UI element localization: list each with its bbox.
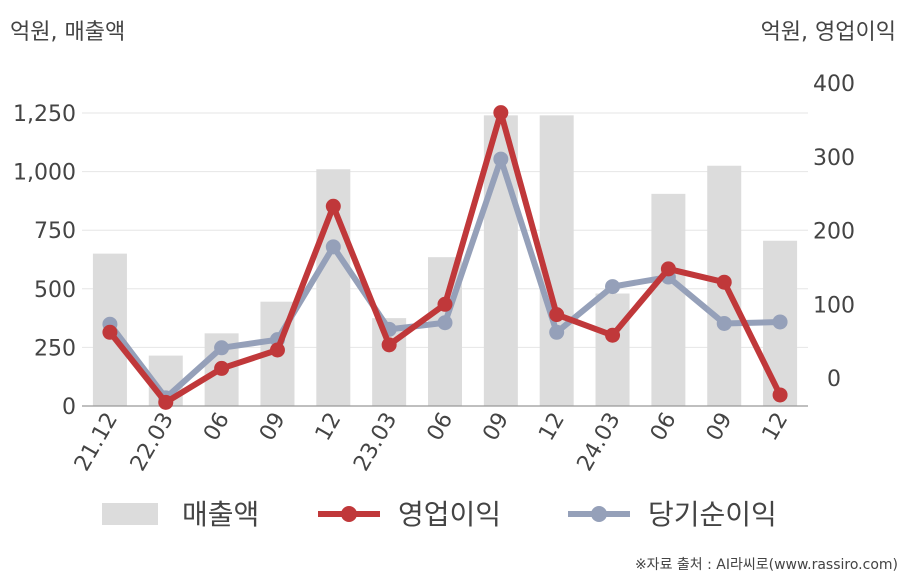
left-tick-label: 1,250 xyxy=(13,102,76,127)
left-axis-unit-label: 억원, 매출액 xyxy=(10,20,126,45)
x-tick-label: 06 xyxy=(423,409,459,446)
x-tick-label: 09 xyxy=(478,409,514,446)
x-tick-label: 12 xyxy=(534,409,570,446)
point-영업이익 xyxy=(549,307,565,323)
left-tick-labels: 0 250 500 750 1,000 1,250 xyxy=(13,102,76,420)
left-tick-label: 1,000 xyxy=(13,161,76,186)
point-당기순이익 xyxy=(605,279,621,295)
legend-swatch-매출액 xyxy=(102,503,158,525)
right-tick-label: 200 xyxy=(813,220,855,245)
point-영업이익 xyxy=(660,261,676,277)
x-tick-label: 22.03 xyxy=(126,409,179,476)
x-tick-label: 12 xyxy=(311,409,347,446)
left-tick-label: 250 xyxy=(34,336,76,361)
legend-label-매출액: 매출액 xyxy=(182,498,259,531)
right-tick-label: 0 xyxy=(827,367,841,392)
point-당기순이익 xyxy=(772,314,788,330)
point-당기순이익 xyxy=(716,315,732,331)
point-영업이익 xyxy=(381,337,397,353)
x-tick-label: 23.03 xyxy=(349,409,402,476)
point-영업이익 xyxy=(493,105,509,121)
bar-매출액 xyxy=(595,293,630,406)
point-영업이익 xyxy=(158,394,174,410)
left-tick-label: 750 xyxy=(34,219,76,244)
x-tick-label: 24.03 xyxy=(573,409,626,476)
point-당기순이익 xyxy=(437,315,453,331)
point-영업이익 xyxy=(269,342,285,358)
point-영업이익 xyxy=(772,387,788,403)
point-영업이익 xyxy=(716,274,732,290)
point-영업이익 xyxy=(437,296,453,312)
point-당기순이익 xyxy=(214,340,230,356)
x-tick-label: 21.12 xyxy=(70,409,123,476)
right-tick-label: 400 xyxy=(813,72,855,97)
bar-series xyxy=(92,115,798,407)
point-영업이익 xyxy=(102,324,118,340)
point-당기순이익 xyxy=(493,151,509,167)
right-tick-label: 100 xyxy=(813,293,855,318)
x-tick-label: 12 xyxy=(758,409,794,446)
point-당기순이익 xyxy=(325,239,341,255)
point-당기순이익 xyxy=(549,324,565,340)
x-tick-label: 06 xyxy=(199,409,235,446)
source-note: ※자료 출처 : AI라씨로(www.rassiro.com) xyxy=(634,557,898,573)
right-tick-labels: 0 100 200 300 400 xyxy=(813,72,855,392)
x-tick-label: 06 xyxy=(646,409,682,446)
x-tick-labels: 21.12 22.03 06 09 12 23.03 06 09 12 24.03 06 09 12 xyxy=(70,409,793,476)
legend-marker-영업이익 xyxy=(341,506,357,522)
x-tick-label: 09 xyxy=(702,409,738,446)
bar-매출액 xyxy=(539,115,574,407)
legend-marker-당기순이익 xyxy=(591,506,607,522)
legend-label-영업이익: 영업이익 xyxy=(398,498,501,531)
point-영업이익 xyxy=(325,198,341,214)
line-series xyxy=(102,105,788,410)
left-tick-label: 500 xyxy=(34,278,76,303)
point-영업이익 xyxy=(214,360,230,376)
legend-label-당기순이익: 당기순이익 xyxy=(648,498,777,531)
left-tick-label: 0 xyxy=(62,395,76,420)
point-영업이익 xyxy=(605,327,621,343)
x-tick-label: 09 xyxy=(255,409,291,446)
right-axis-unit-label: 억원, 영업이익 xyxy=(760,20,896,45)
legend: 매출액 영업이익 당기순이익 xyxy=(102,498,777,531)
right-tick-label: 300 xyxy=(813,146,855,171)
bar-매출액 xyxy=(651,193,686,406)
